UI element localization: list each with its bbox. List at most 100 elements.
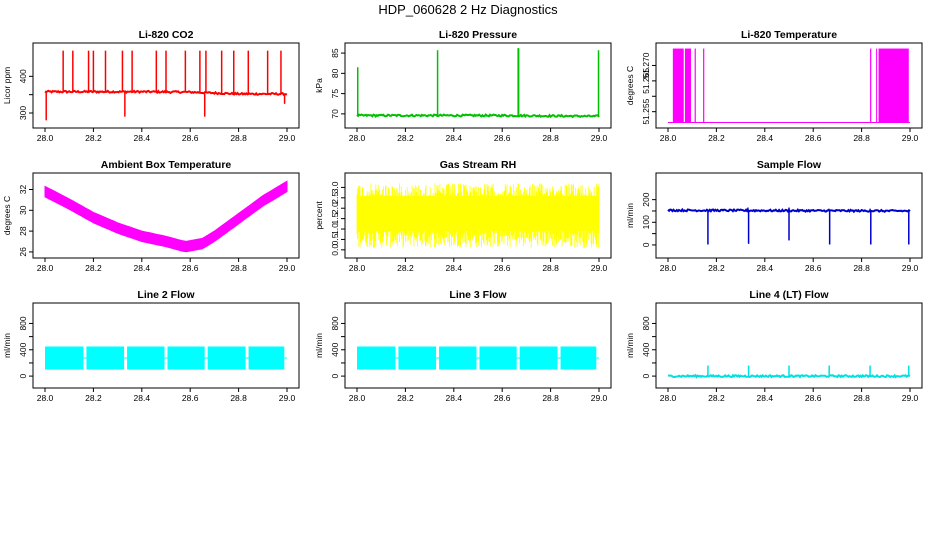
chart-title: Line 2 Flow [137,289,195,301]
y-tick-label: 75 [330,89,340,99]
noise-lines [356,183,600,248]
plot-frame [655,172,923,259]
chart-panel-7: Line 3 Flow ml/min 28.0 28.2 28.4 28.6 28.8 29.… [314,289,612,403]
y-axis-label: Licor ppm [2,67,12,104]
chart-panel-0: Li-820 CO2 Licor ppm 28.0 28.2 28.4 28.6 28.8 2… [2,29,300,143]
x-tick-label: 28.8 [853,393,870,403]
toggle-block [878,48,909,123]
series-3 [44,180,288,253]
y-tick-label: 400 [330,342,340,356]
figure-title: HDP_060628 2 Hz Diagnostics [378,2,558,17]
x-tick-label: 28.0 [660,393,677,403]
x-tick-label: 29.0 [902,393,919,403]
chart-title: Li-820 CO2 [139,29,194,41]
x-tick-label: 28.4 [134,263,151,273]
y-tick-label: 1.5 [330,212,340,224]
y-tick-label: 400 [18,342,28,356]
x-tick-label: 28.6 [182,263,199,273]
x-tick-label: 28.4 [446,393,463,403]
plot-frame [655,302,923,389]
y-axis-label: ml/min [625,333,635,358]
y-tick-label: 400 [641,342,651,356]
plot-frame [655,42,923,129]
x-tick-label: 28.6 [494,133,511,143]
y-tick-label: 2.0 [330,202,340,214]
y-tick-label: 1.0 [330,223,340,235]
chart-title: Line 4 (LT) Flow [749,289,829,301]
chart-panel-3: Ambient Box Temperature degrees C 28.0 28.2… [2,159,300,273]
x-tick-label: 28.2 [397,393,414,403]
x-tick-label: 28.6 [494,263,511,273]
x-tick-label: 28.8 [542,393,559,403]
toggle-block [672,48,684,123]
x-tick-label: 28.6 [805,263,822,273]
x-tick-label: 28.4 [446,263,463,273]
x-tick-label: 28.6 [182,133,199,143]
y-tick-label: 51.270 [641,52,651,78]
chart-panel-6: Line 2 Flow ml/min 28.0 28.2 28.4 28.6 28.8 29.… [2,289,300,403]
y-tick-label: 0 [641,373,651,378]
x-tick-label: 28.4 [757,133,774,143]
x-tick-label: 28.0 [37,393,54,403]
y-tick-label: 26 [18,247,28,257]
x-tick-label: 28.8 [230,133,247,143]
y-tick-label: 0.0 [330,244,340,256]
toggle-block [870,48,872,123]
x-tick-label: 28.0 [660,133,677,143]
panel-grid: Li-820 CO2 Licor ppm 28.0 28.2 28.4 28.6 28.8 2… [2,29,923,403]
x-tick-label: 28.4 [446,133,463,143]
y-axis-label: ml/min [2,333,12,358]
y-tick-label: 200 [641,192,651,206]
toggle-block [876,48,878,123]
chart-title: Gas Stream RH [440,159,516,171]
x-tick-label: 29.0 [591,263,608,273]
x-tick-label: 28.2 [397,263,414,273]
x-tick-label: 28.2 [708,263,725,273]
chart-panel-4: Gas Stream RH percent 28.0 28.2 28.4 28.6 28.8… [314,159,612,273]
x-tick-label: 28.6 [182,393,199,403]
y-tick-label: 800 [18,316,28,330]
x-tick-label: 29.0 [902,133,919,143]
y-tick-label: 800 [641,316,651,330]
chart-panel-5: Sample Flow ml/min 28.0 28.2 28.4 28.6 28.8 29.… [625,159,923,273]
x-tick-label: 28.2 [397,133,414,143]
x-tick-label: 28.4 [757,263,774,273]
y-tick-label: 32 [18,184,28,194]
x-tick-label: 28.0 [37,263,54,273]
y-tick-label: 0 [330,373,340,378]
y-tick-label: 28 [18,226,28,236]
x-tick-label: 28.8 [853,133,870,143]
y-tick-label: 70 [330,109,340,119]
band-area [44,180,288,253]
y-tick-label: 0.5 [330,233,340,245]
y-tick-label: 300 [18,106,28,120]
x-tick-label: 28.8 [853,263,870,273]
y-axis-label: ml/min [625,203,635,228]
chart-title: Ambient Box Temperature [101,159,232,171]
x-tick-label: 28.8 [542,263,559,273]
toggle-block [694,48,696,123]
chart-title: Sample Flow [757,159,822,171]
plot-frame [344,42,612,129]
y-tick-label: 3.0 [330,181,340,193]
chart-title: Li-820 Temperature [741,29,837,41]
toggle-block [703,48,705,123]
x-tick-label: 29.0 [902,263,919,273]
x-tick-label: 28.2 [85,263,102,273]
chart-title: Line 3 Flow [449,289,507,301]
x-tick-label: 29.0 [279,133,296,143]
y-tick-label: 400 [18,69,28,83]
series-6 [45,346,287,370]
x-tick-label: 28.4 [757,393,774,403]
x-tick-label: 28.0 [660,263,677,273]
y-tick-label: 85 [330,48,340,58]
y-tick-label: 2.5 [330,192,340,204]
y-axis-label: kPa [314,78,324,93]
toggle-block [684,48,691,123]
y-tick-label: 0 [18,373,28,378]
chart-panel-1: Li-820 Pressure kPa 28.0 28.2 28.4 28.6 28.8 29… [314,29,612,143]
y-tick-label: 800 [330,316,340,330]
x-tick-label: 28.2 [85,393,102,403]
chart-panel-2: Li-820 Temperature degrees C 28.0 28.2 28.4 2… [625,29,923,143]
